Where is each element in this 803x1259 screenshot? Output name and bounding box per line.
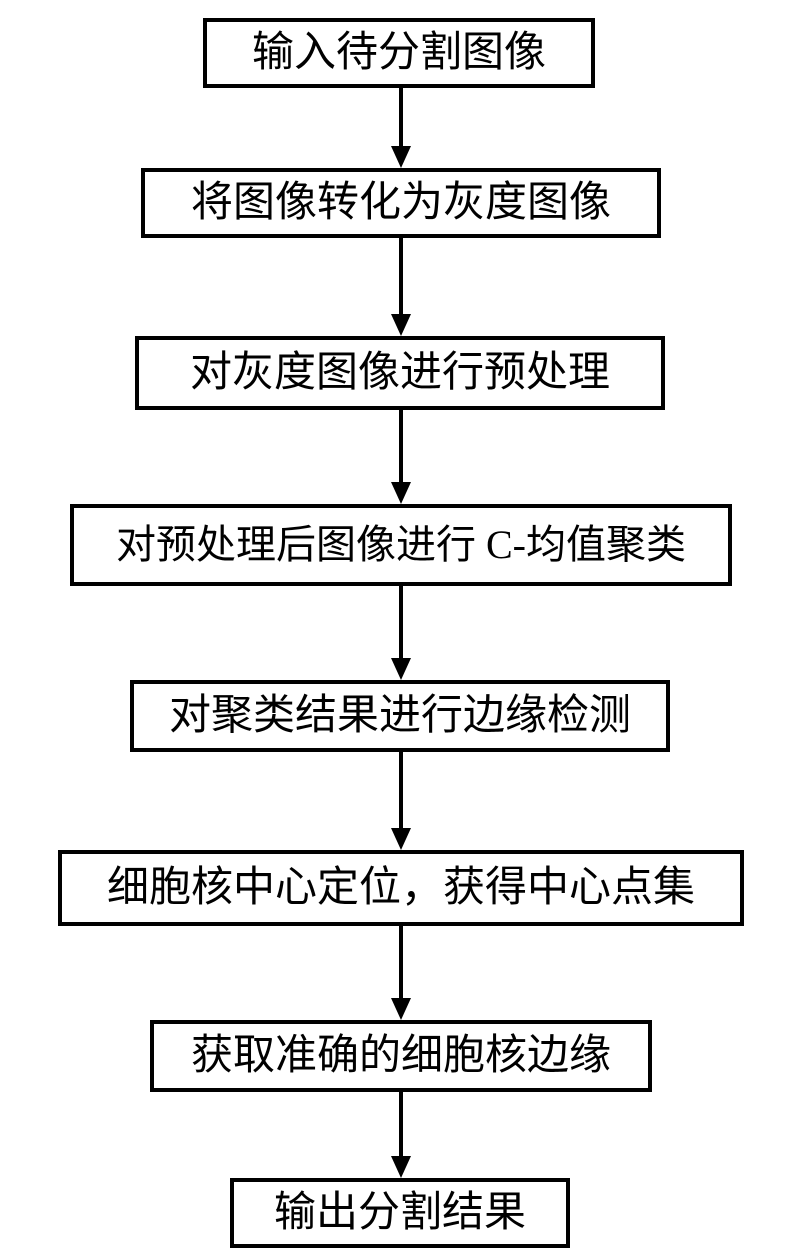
flow-node-label: 输入待分割图像 xyxy=(252,32,546,74)
flow-edge xyxy=(389,1092,413,1178)
flow-edge xyxy=(389,752,413,850)
flow-node-edge-detect: 对聚类结果进行边缘检测 xyxy=(130,680,670,752)
flow-node-c-means: 对预处理后图像进行 C-均值聚类 xyxy=(70,504,732,586)
flow-node-label: 对灰度图像进行预处理 xyxy=(190,352,610,394)
flow-node-label: 获取准确的细胞核边缘 xyxy=(191,1035,611,1077)
flow-edge xyxy=(389,926,413,1020)
flow-node-label: 将图像转化为灰度图像 xyxy=(191,182,611,224)
flow-edge xyxy=(389,410,413,504)
flow-node-preprocess: 对灰度图像进行预处理 xyxy=(135,336,665,410)
flow-node-to-grayscale: 将图像转化为灰度图像 xyxy=(141,168,661,238)
flow-node-accurate-edge: 获取准确的细胞核边缘 xyxy=(150,1020,652,1092)
flow-node-center-locate: 细胞核中心定位，获得中心点集 xyxy=(58,850,744,926)
flow-node-input-image: 输入待分割图像 xyxy=(203,18,595,88)
flow-edge xyxy=(389,586,413,680)
flow-node-label: 输出分割结果 xyxy=(274,1192,526,1234)
flow-edge xyxy=(389,88,413,168)
flow-node-label: 对聚类结果进行边缘检测 xyxy=(169,695,631,737)
flow-node-label: 对预处理后图像进行 C-均值聚类 xyxy=(116,525,686,565)
flow-edge xyxy=(389,238,413,336)
flow-node-label: 细胞核中心定位，获得中心点集 xyxy=(107,867,695,909)
flow-node-output: 输出分割结果 xyxy=(230,1178,570,1248)
flowchart-canvas: 输入待分割图像 将图像转化为灰度图像 对灰度图像进行预处理 对预处理后图像进行 … xyxy=(0,0,803,1259)
